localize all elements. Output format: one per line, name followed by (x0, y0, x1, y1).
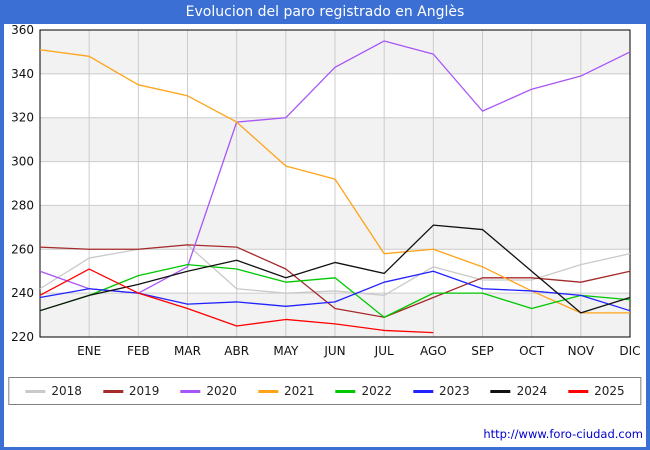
x-tick-label: MAY (273, 344, 299, 358)
legend-swatch-2020 (180, 389, 201, 393)
x-tick-label: FEB (127, 344, 150, 358)
x-tick-label: SEP (471, 344, 493, 358)
x-tick-label: MAR (174, 344, 201, 358)
y-tick-label: 260 (11, 242, 34, 256)
legend-swatch-2023 (413, 389, 434, 393)
y-tick-label: 280 (11, 198, 34, 212)
y-tick-label: 240 (11, 286, 34, 300)
x-tick-label: AGO (420, 344, 447, 358)
legend-year-label: 2023 (439, 384, 470, 398)
chart-title: Evolucion del paro registrado en Anglès (185, 4, 465, 20)
legend-year-label: 2018 (51, 384, 82, 398)
series-line-2025 (39, 268, 434, 334)
x-tick-label: OCT (519, 344, 545, 358)
title-bar: Evolucion del paro registrado en Anglès (0, 0, 650, 24)
y-tick-label: 300 (11, 155, 34, 169)
legend-year-label: 2021 (283, 384, 315, 398)
legend-item-2024: 2024 (490, 384, 548, 398)
series-line-2019 (39, 244, 631, 318)
legend-item-2021: 2021 (257, 384, 315, 398)
series-line-2024 (39, 224, 631, 314)
x-tick-label: JUN (323, 344, 345, 358)
x-tick-label: ENE (77, 344, 101, 358)
legend-year-label: 2022 (361, 384, 393, 398)
legend-swatch-2022 (335, 389, 356, 393)
legend-item-2020: 2020 (180, 384, 237, 398)
y-tick-label: 360 (11, 23, 34, 37)
legend-year-label: 2019 (128, 384, 160, 398)
legend-swatch-2018 (25, 389, 46, 393)
plot-border (39, 29, 631, 338)
legend-item-2025: 2025 (568, 384, 625, 398)
legend-swatch-2019 (102, 389, 123, 393)
legend-swatch-2024 (490, 389, 511, 393)
legend-year-label: 2024 (516, 384, 548, 398)
x-tick-label: DIC (619, 344, 640, 358)
legend-year-label: 2020 (206, 384, 237, 398)
x-tick-label: ABR (224, 344, 249, 358)
site-url-link[interactable]: http://www.foro-ciudad.com (483, 427, 643, 441)
legend-item-2019: 2019 (102, 384, 160, 398)
x-tick-label: JUL (374, 344, 394, 358)
x-tick-label: NOV (568, 344, 595, 358)
legend-item-2023: 2023 (413, 384, 470, 398)
series-line-2022 (39, 263, 631, 318)
legend-item-2022: 2022 (335, 384, 393, 398)
chart-legend: 2018 2019 2020 2021 2022 2023 2024 2025 (8, 377, 642, 405)
y-tick-label: 220 (11, 330, 34, 344)
legend-item-2018: 2018 (25, 384, 82, 398)
legend-swatch-2025 (568, 389, 589, 393)
legend-swatch-2021 (257, 389, 278, 393)
y-tick-label: 320 (11, 111, 34, 125)
y-tick-label: 340 (11, 67, 34, 81)
legend-year-label: 2025 (594, 384, 625, 398)
